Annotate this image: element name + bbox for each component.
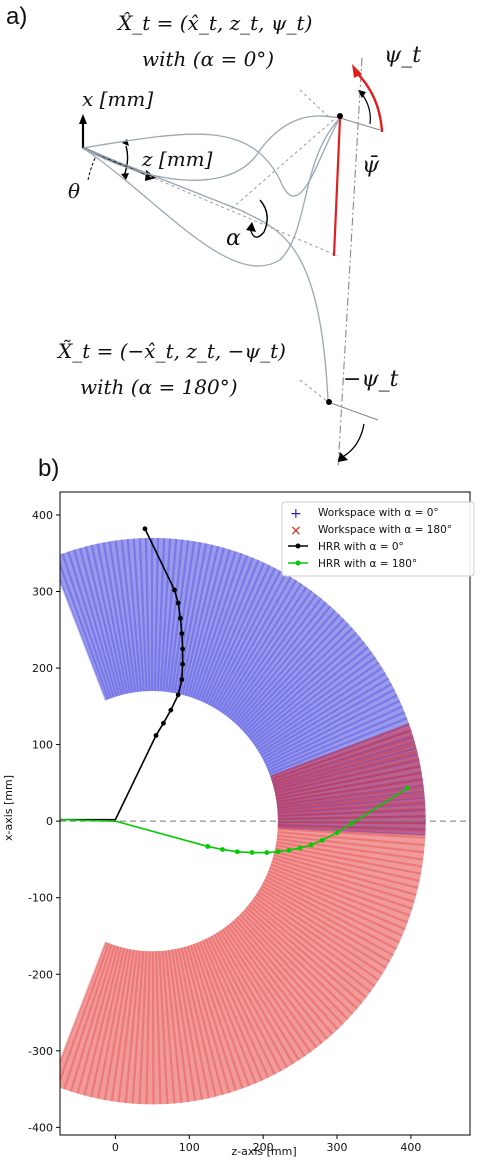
x-tick-label: 200 — [253, 1141, 274, 1154]
legend-label-workspace-180: Workspace with α = 180° — [318, 524, 452, 536]
series-point — [178, 615, 183, 621]
bottom-state-condition: with (α = 180°) — [80, 375, 238, 399]
series-point — [205, 844, 211, 849]
y-tick-label: 300 — [32, 586, 53, 599]
series-point — [175, 692, 181, 698]
tip-point-top — [337, 113, 343, 119]
alpha-rotation-arrow — [249, 199, 268, 238]
y-tick-label: 400 — [32, 509, 53, 522]
y-tick-label: -300 — [28, 1045, 53, 1058]
alpha-label: α — [226, 226, 241, 251]
series-point — [334, 830, 340, 836]
panel-b: b) 0 100 200 300 400 400 300 200 100 0 -100 -200 -30… — [2, 455, 475, 1158]
legend-label-workspace-0: Workspace with α = 0° — [318, 507, 439, 519]
y-tick-label: -200 — [28, 968, 53, 981]
bottom-state-equation: X̃_t = (−x̂_t, z_t, −ψ_t) — [56, 339, 286, 363]
legend-marker-cross: × — [290, 523, 302, 539]
legend-label-hrr-180: HRR with α = 180° — [318, 558, 417, 570]
neg-psi-arc — [343, 423, 365, 457]
x-axis-label-a: x [mm] — [82, 87, 153, 111]
series-point — [168, 707, 174, 713]
series-0 — [60, 526, 186, 821]
series-point — [308, 842, 314, 848]
series-point — [179, 631, 185, 637]
y-tick-label: 200 — [32, 662, 53, 675]
top-state-condition: with (α = 0°) — [142, 47, 274, 71]
series-point — [153, 733, 159, 738]
workspace-alpha-180 — [60, 723, 426, 1105]
series-point — [220, 847, 225, 852]
series-point — [234, 849, 240, 855]
workspace-alpha-0 — [60, 537, 426, 837]
x-tick-label: 400 — [400, 1141, 421, 1154]
plot-frame — [59, 491, 471, 1136]
series-point — [349, 821, 355, 826]
chart-axes: 0 100 200 300 400 400 300 200 100 0 -100 -200 -300 -4… — [28, 491, 471, 1154]
x-axis-title: z-axis [mm] — [231, 1145, 296, 1158]
x-tick-label: 100 — [179, 1141, 200, 1154]
series-point — [286, 847, 292, 853]
x-tick-label: 300 — [327, 1141, 348, 1154]
neg-psi-t-label: −ψ_t — [343, 367, 399, 392]
psi-arc — [355, 71, 384, 133]
series-point — [264, 850, 270, 855]
series-point — [404, 785, 410, 791]
y-tick-label: -400 — [28, 1121, 53, 1134]
panel-a-label: a) — [6, 3, 27, 30]
tangent-tick-top — [339, 117, 381, 131]
series-point — [161, 720, 166, 726]
y-axis-title: x-axis [mm] — [2, 775, 15, 841]
series-point — [179, 677, 185, 682]
series-point — [297, 845, 303, 851]
series-point — [172, 587, 177, 593]
series-point — [180, 661, 186, 667]
y-tick-label: 0 — [46, 815, 53, 828]
series-point — [249, 850, 255, 855]
psi-t-label: ψ_t — [384, 43, 421, 68]
chart-plot-area — [60, 526, 470, 1105]
tip-point-bottom — [326, 399, 332, 405]
plot-clip-group — [60, 526, 470, 1105]
theta-symbol: θ — [68, 179, 80, 203]
y-tick-label: -100 — [28, 892, 53, 905]
guide-lines — [82, 89, 339, 403]
y-tick-label: 100 — [32, 739, 53, 752]
legend-label-hrr-0: HRR with α = 0° — [318, 541, 404, 553]
robot-curves — [82, 115, 341, 401]
series-point — [319, 837, 325, 843]
tangent-tick-bottom — [327, 401, 379, 421]
series-point — [142, 526, 148, 532]
series-point — [275, 849, 281, 855]
psi-arc-arrow — [352, 64, 362, 78]
legend-marker-plus: + — [290, 506, 302, 522]
series-1 — [60, 785, 410, 855]
series-point — [180, 646, 186, 652]
x-tick-label: 0 — [112, 1141, 119, 1154]
panel-a: a) X̂_t = (x̂_t, z_t, ψ_t) with (α = 0°)… — [6, 3, 421, 469]
tangent-axis — [337, 57, 363, 469]
top-state-equation: X̂_t = (x̂_t, z_t, ψ_t) — [116, 11, 312, 35]
psi-bar-segment — [332, 117, 342, 257]
z-axis-label-a: z [mm] — [141, 147, 213, 171]
panel-b-label: b) — [38, 455, 59, 482]
psi-bar-label: ψ̄ — [362, 153, 380, 178]
chart-legend: + Workspace with α = 0° × Workspace with… — [281, 501, 475, 577]
series-point — [175, 600, 181, 606]
